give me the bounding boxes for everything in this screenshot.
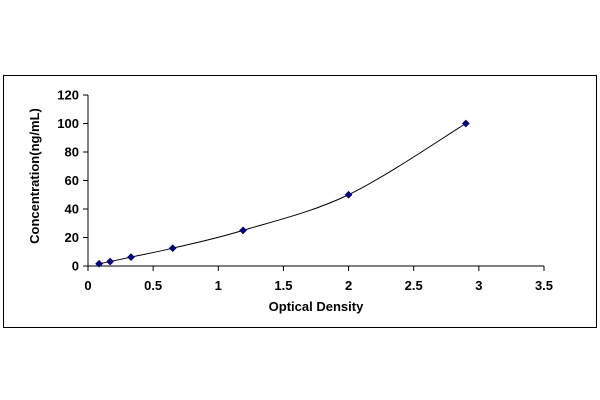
data-point-marker	[239, 226, 247, 235]
y-tick-label: 40	[65, 202, 79, 217]
data-point-marker	[127, 253, 135, 262]
data-point-marker	[461, 119, 470, 128]
x-axis-title: Optical Density	[269, 299, 364, 314]
x-tick-label: 1	[215, 278, 222, 293]
data-point-marker	[95, 259, 104, 268]
y-ticks: 0 20 40 60 80 100 120	[57, 88, 88, 274]
chart-frame	[3, 75, 597, 328]
x-tick-label: 2	[345, 278, 352, 293]
data-points	[95, 119, 470, 268]
x-tick-label: 0.5	[144, 278, 162, 293]
y-tick-label: 100	[57, 116, 79, 131]
x-tick-label: 0	[84, 278, 91, 293]
axes	[87, 95, 544, 267]
y-tick-label: 60	[65, 173, 79, 188]
x-tick-label: 2.5	[405, 278, 423, 293]
trend-curve	[98, 123, 467, 265]
y-axis-title: Concentration(ng/mL)	[27, 108, 42, 244]
x-ticks: 0 0.5 1 1.5 2 2.5 3 3.5	[84, 266, 553, 293]
y-tick-label: 80	[65, 145, 79, 160]
x-tick-label: 1.5	[274, 278, 292, 293]
y-tick-label: 120	[57, 88, 79, 103]
y-tick-label: 20	[65, 230, 79, 245]
data-point-marker	[106, 257, 115, 266]
x-tick-label: 3	[475, 278, 482, 293]
x-tick-label: 3.5	[535, 278, 553, 293]
data-point-marker	[168, 244, 177, 253]
y-tick-label: 0	[72, 259, 79, 274]
data-point-marker	[344, 190, 353, 199]
